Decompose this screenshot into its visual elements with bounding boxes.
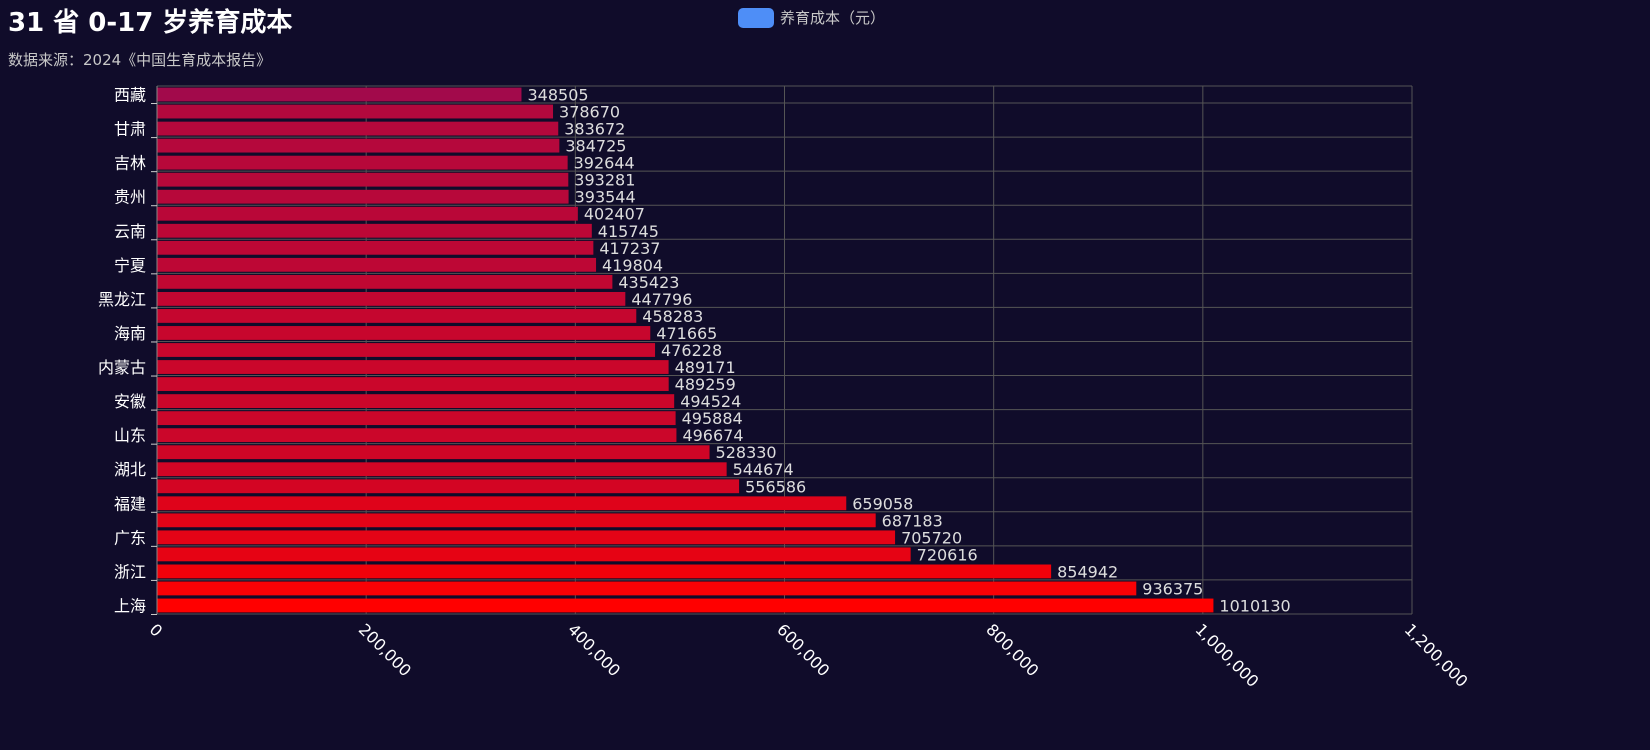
data-label: 402407 (584, 205, 645, 224)
bar (157, 121, 559, 136)
y-tick-label: 吉林 (114, 154, 146, 173)
data-label: 1010130 (1219, 596, 1290, 615)
data-label: 494524 (680, 392, 741, 411)
bar (157, 223, 592, 238)
bar (157, 138, 560, 153)
x-tick-label: 600,000 (773, 620, 833, 680)
y-tick-label: 湖北 (114, 460, 146, 479)
y-tick-label: 福建 (114, 494, 146, 513)
data-label: 720616 (917, 545, 978, 564)
bar (157, 274, 613, 289)
x-tick-label: 0 (146, 620, 167, 641)
legend-swatch (738, 7, 774, 28)
x-tick-label: 400,000 (564, 620, 624, 680)
bar (157, 411, 676, 426)
chart-subtitle: 数据来源：2024《中国生育成本报告》 (8, 51, 272, 69)
x-tick-label: 1,200,000 (1401, 620, 1472, 691)
y-tick-label: 西藏 (114, 86, 146, 105)
bar (157, 428, 677, 443)
bar (157, 479, 740, 494)
data-label: 544674 (733, 460, 794, 479)
data-label: 392644 (574, 154, 635, 173)
bar (157, 513, 876, 528)
bar (157, 360, 669, 374)
data-label: 528330 (716, 443, 777, 462)
bar (157, 530, 896, 545)
y-tick-label: 宁夏 (114, 256, 146, 275)
data-label: 393281 (574, 171, 635, 190)
x-tick-label: 1,000,000 (1192, 620, 1263, 691)
y-tick-label: 贵州 (114, 188, 146, 207)
data-label: 383672 (564, 120, 625, 139)
bar (157, 326, 651, 340)
x-tick-label: 800,000 (982, 620, 1042, 680)
data-label: 417237 (599, 239, 660, 258)
data-label: 489259 (675, 375, 736, 394)
y-tick-label: 广东 (114, 528, 146, 547)
legend[interactable]: 养育成本（元） (738, 7, 885, 28)
data-label: 435423 (618, 273, 679, 292)
data-label: 393544 (575, 188, 636, 207)
bar (157, 547, 911, 562)
y-tick-label: 海南 (114, 324, 146, 343)
bar (157, 240, 594, 255)
bar (157, 189, 569, 204)
bar (157, 291, 626, 306)
bar (157, 309, 637, 323)
data-label: 419804 (602, 256, 663, 275)
bar (157, 496, 847, 511)
y-tick-label: 上海 (114, 596, 146, 615)
data-label: 705720 (901, 528, 962, 547)
data-label: 471665 (656, 324, 717, 343)
bar (157, 462, 727, 477)
data-label: 496674 (682, 426, 743, 445)
data-label: 489171 (675, 358, 736, 377)
data-label: 495884 (682, 409, 743, 428)
bar (157, 257, 597, 272)
data-label: 348505 (527, 86, 588, 105)
bar (157, 155, 568, 170)
bar (157, 564, 1052, 579)
data-label: 458283 (642, 307, 703, 326)
data-label: 687183 (882, 511, 943, 530)
y-tick-label: 浙江 (114, 562, 146, 581)
data-label: 476228 (661, 341, 722, 360)
bar (157, 343, 656, 357)
y-tick-label: 内蒙古 (98, 358, 146, 377)
data-label: 936375 (1142, 579, 1203, 598)
y-tick-label: 安徽 (114, 392, 146, 411)
data-label: 384725 (565, 137, 626, 156)
data-label: 415745 (598, 222, 659, 241)
legend-label: 养育成本（元） (780, 9, 886, 27)
bar (157, 377, 669, 391)
bar (157, 598, 1214, 613)
data-label: 659058 (852, 494, 913, 513)
bar (157, 104, 554, 119)
y-tick-label: 黑龙江 (98, 290, 146, 309)
data-label: 854942 (1057, 562, 1118, 581)
x-tick-label: 200,000 (355, 620, 415, 680)
data-label: 556586 (745, 477, 806, 496)
bar (157, 581, 1137, 596)
y-tick-label: 山东 (114, 426, 146, 445)
data-label: 378670 (559, 103, 620, 122)
bar (157, 87, 522, 102)
bar (157, 445, 710, 460)
chart-title: 31 省 0-17 岁养育成本 (8, 8, 293, 38)
bar (157, 394, 675, 409)
data-label: 447796 (631, 290, 692, 309)
y-tick-label: 云南 (114, 222, 146, 241)
bar (157, 172, 569, 187)
y-tick-label: 甘肃 (114, 120, 146, 139)
bar (157, 206, 578, 221)
